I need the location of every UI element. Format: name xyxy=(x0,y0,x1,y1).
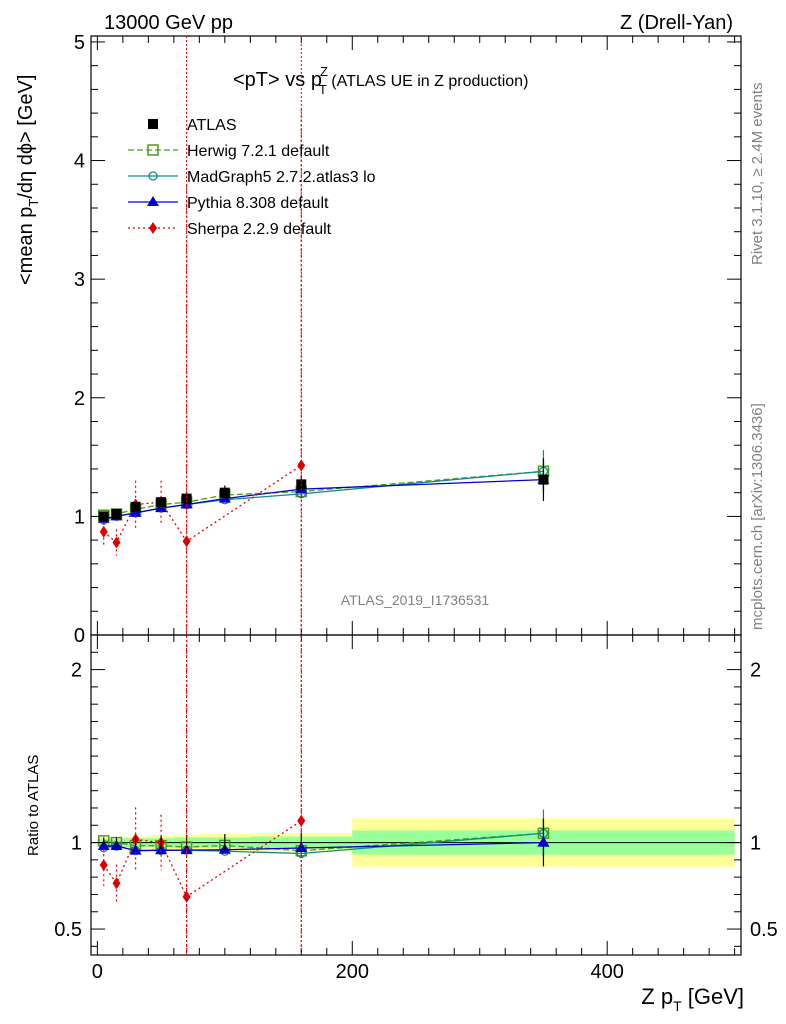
mcplots-label: mcplots.cern.ch [arXiv:1306.3436] xyxy=(749,403,766,630)
data-point-ratio-ref-7 xyxy=(537,836,550,847)
plot-title-sub: T xyxy=(319,82,327,97)
series-ratio-panel xyxy=(97,635,550,955)
ratio-ytick-label-right: 1 xyxy=(750,833,761,855)
data-point-main-4-0 xyxy=(99,525,108,538)
plot-title-extra: (ATLAS UE in Z production) xyxy=(327,73,529,90)
series-line-ratio-1 xyxy=(103,832,544,852)
x-axis-label-sub: T xyxy=(673,998,682,1014)
xtick-label: 400 xyxy=(590,961,623,983)
data-point-main-4-1 xyxy=(112,536,121,549)
data-point-main-0-5 xyxy=(219,487,230,498)
legend-item: Sherpa 2.2.9 default xyxy=(128,221,332,238)
legend-item: Pythia 8.308 default xyxy=(128,195,329,212)
main-ytick-label: 1 xyxy=(74,506,85,528)
ratio-ytick-label-right: 2 xyxy=(750,660,761,682)
x-axis-label-b: [GeV] xyxy=(682,984,744,1009)
ratio-ytick-label: 2 xyxy=(71,660,82,682)
rivet-label: Rivet 3.1.10, ≥ 2.4M events xyxy=(749,83,766,266)
y-axis-label-main-sub: T xyxy=(26,199,41,207)
legend-label: Sherpa 2.2.9 default xyxy=(187,221,332,238)
plot-title-main: <pT> vs p xyxy=(233,69,322,91)
series-line-main-3 xyxy=(103,478,544,520)
header-right: Z (Drell-Yan) xyxy=(620,12,733,34)
data-point-ratio-4-1 xyxy=(112,877,121,890)
panel-frames xyxy=(90,35,742,956)
data-point-main-0-4 xyxy=(181,493,192,504)
data-point-main-0-7 xyxy=(538,474,549,485)
legend-marker xyxy=(148,171,158,181)
legend-marker xyxy=(147,196,159,206)
data-point-ratio-3-3 xyxy=(155,844,168,855)
ratio-ytick-label: 1 xyxy=(71,833,82,855)
legend-label: Pythia 8.308 default xyxy=(187,195,329,212)
main-ytick-label: 2 xyxy=(74,388,85,410)
series-line-main-4 xyxy=(103,464,302,544)
y-axis-label-main-b: /dη dϕ> [GeV] xyxy=(15,75,37,199)
legend-marker xyxy=(149,222,157,234)
legend-label: ATLAS xyxy=(187,117,237,134)
x-axis-label-a: Z p xyxy=(641,984,673,1009)
analysis-id: ATLAS_2019_I1736531 xyxy=(341,592,490,608)
series-main-4 xyxy=(99,109,306,635)
legend-item: Herwig 7.2.1 default xyxy=(128,143,330,160)
legend-label: MadGraph5 2.7.2.atlas3 lo xyxy=(187,169,376,186)
ratio-ytick-label-right: 0.5 xyxy=(750,919,778,941)
data-point-main-0-2 xyxy=(130,501,141,512)
y-axis-label-main-a: <mean p xyxy=(15,207,37,285)
legend-label: Herwig 7.2.1 default xyxy=(187,143,330,160)
series-line-ratio-4 xyxy=(103,820,302,898)
main-ytick-label: 3 xyxy=(74,269,85,291)
y-axis-label-main: <mean pT/dη dϕ> [GeV] xyxy=(15,75,41,285)
main-ytick-label: 0 xyxy=(74,625,85,647)
data-point-ratio-4-0 xyxy=(99,859,108,872)
data-point-main-0-1 xyxy=(111,509,122,520)
legend-marker xyxy=(147,144,159,156)
data-point-ratio-3-2 xyxy=(129,844,142,855)
plot-title-sup: Z xyxy=(320,64,328,79)
legend-marker xyxy=(148,119,158,129)
series-line-main-2 xyxy=(103,470,544,521)
legend-item: ATLAS xyxy=(148,117,237,134)
series-main-panel xyxy=(97,109,550,635)
series-ratio-4 xyxy=(99,635,306,955)
x-axis-label: Z pT [GeV] xyxy=(641,984,744,1014)
ratio-panel-frame xyxy=(90,634,742,956)
plot-title: <pT> vs pZ T (ATLAS UE in Z production) xyxy=(233,64,528,97)
header-left: 13000 GeV pp xyxy=(104,12,233,34)
xtick-label: 0 xyxy=(92,961,103,983)
ratio-ytick-label: 0.5 xyxy=(54,919,82,941)
main-ytick-label: 4 xyxy=(74,151,85,173)
data-point-main-0-3 xyxy=(156,497,167,508)
xtick-label: 200 xyxy=(336,961,369,983)
legend: ATLAS Herwig 7.2.1 default MadGraph5 2.7.2… xyxy=(128,117,376,238)
legend-item: MadGraph5 2.7.2.atlas3 lo xyxy=(128,169,376,186)
y-axis-label-ratio: Ratio to ATLAS xyxy=(25,755,42,856)
series-main-2 xyxy=(99,449,549,525)
main-ytick-label: 5 xyxy=(74,32,85,54)
axis-ticks: 0 1 2 3 4 5 0.5 0.5 1 1 2 2 0 200 400 xyxy=(54,32,778,983)
